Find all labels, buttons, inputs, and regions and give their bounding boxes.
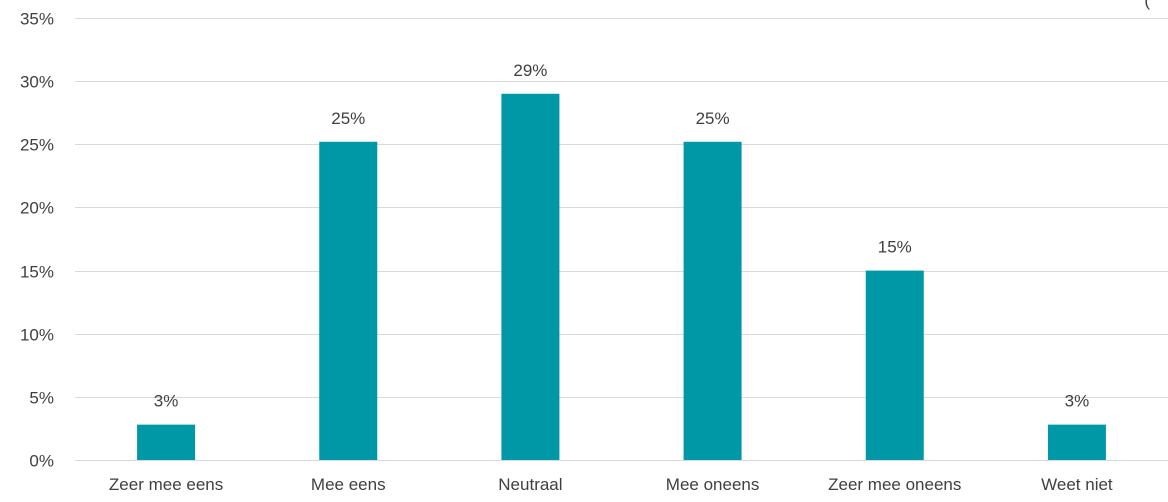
data-label: 3% — [154, 392, 179, 411]
x-axis-categories: Zeer mee eens Mee eens Neutraal Mee oneens Z… — [109, 475, 1113, 494]
bar — [137, 424, 196, 460]
bar — [1047, 424, 1106, 460]
grid-lines — [75, 18, 1168, 461]
y-tick-label: 20% — [20, 199, 54, 218]
bar — [865, 270, 924, 460]
data-label: 25% — [696, 109, 730, 128]
data-label: 29% — [513, 61, 547, 80]
category-label: Mee oneens — [666, 475, 760, 494]
y-tick-label: 10% — [20, 326, 54, 345]
bar — [683, 141, 742, 460]
category-label: Zeer mee oneens — [828, 475, 961, 494]
category-label: Zeer mee eens — [109, 475, 223, 494]
clipped-text: ( — [1144, 0, 1150, 10]
bar — [319, 141, 378, 460]
category-label: Mee eens — [311, 475, 386, 494]
category-label: Weet niet — [1041, 475, 1113, 494]
data-label: 3% — [1065, 392, 1090, 411]
category-label: Neutraal — [498, 475, 562, 494]
y-tick-label: 15% — [20, 263, 54, 282]
bar — [501, 93, 560, 461]
y-tick-label: 5% — [29, 389, 54, 408]
y-tick-label: 0% — [29, 452, 54, 471]
y-tick-label: 30% — [20, 73, 54, 92]
bars — [137, 93, 1106, 461]
data-labels: 3% 25% 29% 25% 15% 3% — [154, 61, 1089, 411]
y-axis-ticks: 0% 5% 10% 15% 20% 25% 30% 35% — [20, 10, 54, 471]
y-tick-label: 25% — [20, 136, 54, 155]
y-tick-label: 35% — [20, 10, 54, 29]
data-label: 15% — [878, 238, 912, 257]
data-label: 25% — [331, 109, 365, 128]
